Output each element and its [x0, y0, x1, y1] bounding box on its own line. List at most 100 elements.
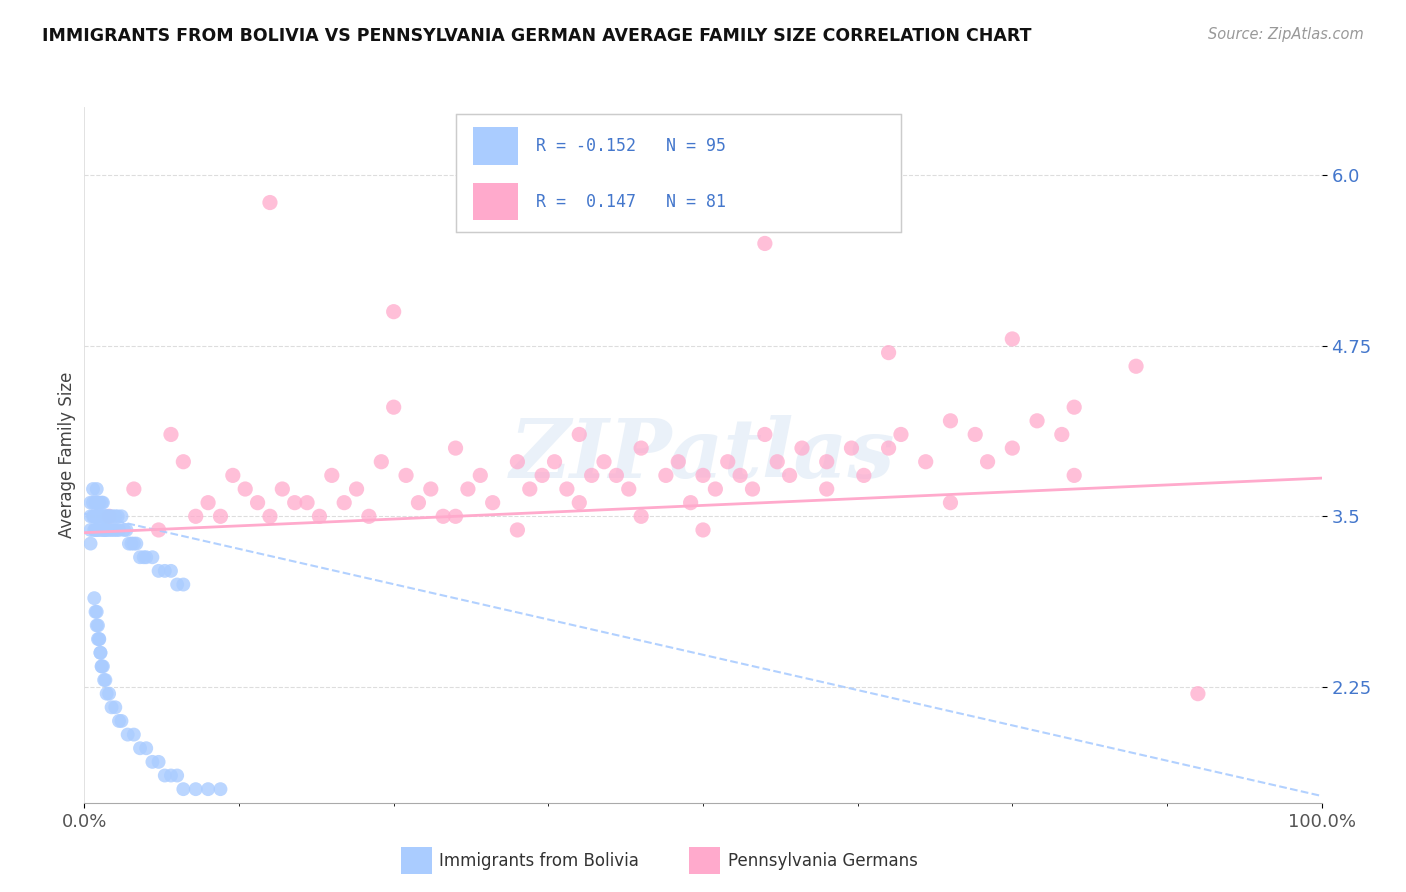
Point	[432, 509, 454, 524]
Text: Immigrants from Bolivia: Immigrants from Bolivia	[439, 852, 638, 870]
Point	[184, 782, 207, 797]
Point	[939, 414, 962, 428]
Point	[125, 536, 148, 550]
Point	[1001, 332, 1024, 346]
Point	[86, 509, 108, 524]
Point	[94, 523, 117, 537]
Point	[141, 550, 163, 565]
Point	[87, 496, 110, 510]
Point	[790, 441, 813, 455]
Point	[531, 468, 554, 483]
Point	[82, 496, 104, 510]
Point	[107, 509, 129, 524]
Point	[1187, 687, 1209, 701]
Point	[630, 441, 652, 455]
Point	[86, 618, 108, 632]
Point	[117, 728, 139, 742]
Point	[93, 509, 115, 524]
Point	[122, 536, 145, 550]
Point	[197, 782, 219, 797]
Point	[877, 345, 900, 359]
Point	[321, 468, 343, 483]
Point	[122, 728, 145, 742]
Point	[84, 523, 107, 537]
Point	[87, 509, 110, 524]
Point	[129, 550, 152, 565]
Point	[408, 496, 430, 510]
Point	[91, 496, 114, 510]
Point	[444, 509, 467, 524]
Point	[506, 455, 529, 469]
Point	[89, 632, 111, 646]
Point	[89, 523, 111, 537]
Point	[172, 455, 194, 469]
Point	[1125, 359, 1147, 374]
Point	[98, 509, 121, 524]
Point	[197, 496, 219, 510]
Point	[692, 468, 714, 483]
Point	[94, 673, 117, 687]
Point	[120, 536, 142, 550]
Point	[581, 468, 603, 483]
Point	[779, 468, 801, 483]
Point	[568, 427, 591, 442]
Point	[259, 509, 281, 524]
Point	[98, 509, 121, 524]
Text: Pennsylvania Germans: Pennsylvania Germans	[728, 852, 918, 870]
Point	[271, 482, 294, 496]
Point	[815, 455, 838, 469]
Point	[470, 468, 492, 483]
Point	[94, 509, 117, 524]
Point	[233, 482, 256, 496]
Point	[166, 768, 188, 782]
Point	[444, 441, 467, 455]
Point	[308, 509, 330, 524]
Point	[481, 496, 503, 510]
Point	[84, 509, 107, 524]
Point	[87, 632, 110, 646]
Point	[96, 523, 118, 537]
Point	[370, 455, 392, 469]
Point	[135, 550, 157, 565]
Text: Source: ZipAtlas.com: Source: ZipAtlas.com	[1208, 27, 1364, 42]
Point	[976, 455, 998, 469]
Point	[96, 509, 118, 524]
Point	[83, 523, 105, 537]
Point	[593, 455, 616, 469]
Point	[86, 496, 108, 510]
Point	[754, 427, 776, 442]
Point	[419, 482, 441, 496]
Point	[605, 468, 627, 483]
Point	[148, 564, 170, 578]
Point	[506, 523, 529, 537]
Point	[98, 509, 121, 524]
Point	[100, 700, 122, 714]
Point	[160, 427, 183, 442]
Point	[91, 509, 114, 524]
Point	[153, 564, 176, 578]
Point	[704, 482, 727, 496]
Point	[89, 646, 111, 660]
Point	[1001, 441, 1024, 455]
Point	[84, 605, 107, 619]
Point	[617, 482, 640, 496]
Point	[90, 659, 112, 673]
Point	[90, 509, 112, 524]
Point	[209, 782, 232, 797]
Point	[108, 714, 131, 728]
Point	[1050, 427, 1073, 442]
Point	[295, 496, 318, 510]
Point	[741, 482, 763, 496]
Point	[82, 482, 104, 496]
Point	[259, 195, 281, 210]
Point	[89, 646, 111, 660]
Point	[84, 496, 107, 510]
Point	[101, 509, 124, 524]
Point	[395, 468, 418, 483]
Point	[346, 482, 368, 496]
Point	[96, 687, 118, 701]
Point	[914, 455, 936, 469]
Point	[209, 509, 232, 524]
Point	[1063, 400, 1085, 414]
Point	[90, 496, 112, 510]
